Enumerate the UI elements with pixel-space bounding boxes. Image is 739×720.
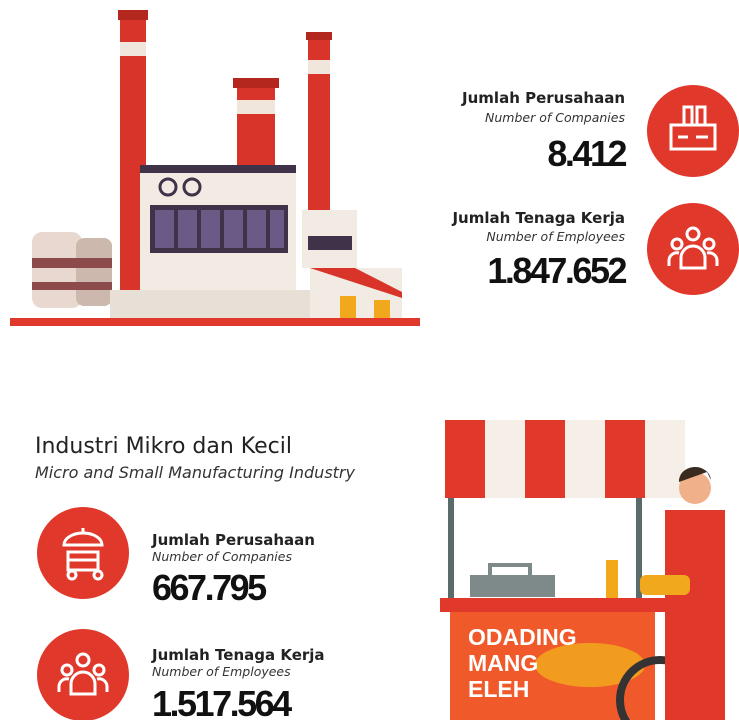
section-subtitle: Micro and Small Manufacturing Industry: [35, 463, 356, 482]
stat-label: Jumlah Perusahaan: [461, 89, 625, 107]
section-title: Industri Mikro dan Kecil: [35, 434, 292, 459]
stat-label: Jumlah Tenaga Kerja: [451, 209, 625, 227]
cart-sign: MANG: [468, 650, 538, 676]
stat-sublabel: Number of Employees: [486, 229, 625, 244]
stat-value: 8.412: [547, 133, 626, 174]
cart-sign: ODADING: [468, 624, 577, 650]
stat-label: Jumlah Tenaga Kerja: [151, 646, 325, 664]
factory-illustration: [10, 10, 420, 326]
people-icon: [667, 226, 719, 270]
cart-illustration: [440, 420, 725, 720]
stat-sublabel: Number of Companies: [152, 549, 292, 564]
stat-value: 1.847.652: [487, 250, 626, 291]
cart-sign: ELEH: [468, 676, 529, 702]
cart-icon: [62, 528, 104, 581]
employee-icon: [647, 203, 739, 295]
company-icon: [647, 85, 739, 177]
employee-icon: [37, 629, 129, 720]
stat-sublabel: Number of Employees: [152, 664, 291, 679]
stat-value: 667.795: [152, 567, 267, 608]
people-icon: [57, 652, 109, 696]
factory-icon: [669, 105, 717, 151]
stat-sublabel: Number of Companies: [485, 110, 625, 125]
stat-label: Jumlah Perusahaan: [151, 531, 315, 549]
stat-value: 1.517.564: [152, 683, 292, 720]
